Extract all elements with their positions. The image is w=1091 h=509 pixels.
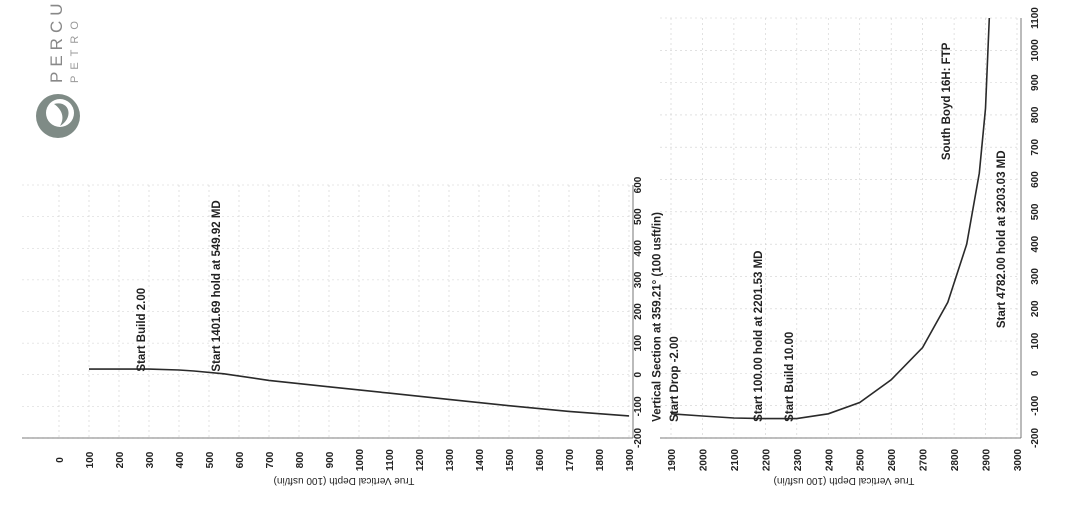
x-tick-label: 2600 [887, 448, 898, 471]
chart-panel-lower: 1900 2000 2100 2200 2300 2400 2500 2600 2700 2800… [652, 7, 1041, 486]
annotation-label: Start 4782.00 hold at 3203.03 MD [996, 150, 1008, 328]
y-tick-label: -100 [1030, 395, 1041, 415]
y-tick-label: 300 [1030, 268, 1041, 285]
annotation-label: Start Build 10.00 [784, 332, 796, 422]
y-tick-label: 0 [1030, 370, 1041, 376]
y-tick-label: 200 [1030, 300, 1041, 317]
annotation-label: Start 1401.69 hold at 549.92 MD [211, 200, 223, 371]
x-tick-label: 1000 [355, 448, 366, 471]
x-tick-label: 100 [85, 451, 96, 468]
x-tick-label: 2200 [761, 448, 772, 471]
x-tick-label: 300 [145, 451, 156, 468]
y-tick-label: 100 [1030, 332, 1041, 349]
annotation-label: Start Drop -2.00 [669, 336, 681, 422]
y-tick-label: 500 [1030, 203, 1041, 220]
x-tick-label: 400 [175, 451, 186, 468]
x-tick-label: 1200 [415, 448, 426, 471]
x-axis-label: True Vertical Depth (100 usft/in) [774, 475, 915, 486]
y-tick-label: 800 [1030, 106, 1041, 123]
x-tick-label: 1400 [475, 448, 486, 471]
x-tick-label: 1900 [625, 448, 636, 471]
y-tick-label: -200 [1030, 428, 1041, 448]
x-tick-label: 2300 [793, 448, 804, 471]
x-tick-label: 200 [115, 451, 126, 468]
y-tick-label: 700 [1030, 138, 1041, 155]
x-tick-label: 1300 [445, 448, 456, 471]
y-tick-label: 600 [633, 176, 644, 193]
annotation-label: Start Build 2.00 [136, 288, 148, 372]
x-tick-label: 800 [295, 451, 306, 468]
x-axis-label: True Vertical Depth (100 usft/in) [274, 475, 415, 486]
y-tick-label: 0 [633, 372, 644, 378]
x-tick-label: 2700 [919, 448, 930, 471]
y-tick-label: 400 [1030, 235, 1041, 252]
x-tick-label: 1100 [385, 449, 396, 471]
x-tick-label: 1600 [535, 448, 546, 471]
y-tick-label: 500 [633, 208, 644, 225]
x-tick-label: 1900 [667, 448, 678, 471]
x-tick-label: 600 [235, 451, 246, 468]
wellbore-path-line [89, 368, 630, 417]
annotation-label: Vertical Section at 359.21° (100 usft/in… [652, 212, 664, 422]
annotation-label: Start 100.00 hold at 2201.53 MD [753, 251, 765, 422]
logo-icon [36, 94, 80, 138]
logo-name: PERCU [47, 0, 66, 83]
y-tick-label: 1000 [1030, 39, 1041, 62]
y-tick-label: 400 [633, 239, 644, 256]
x-tick-label: 2500 [856, 448, 867, 471]
logo-subtitle: PETRO [69, 15, 81, 83]
x-tick-label: 2100 [730, 448, 741, 471]
y-tick-label: 1100 [1030, 7, 1041, 29]
wellbore-path-line [670, 17, 991, 420]
y-tick-label: 200 [633, 303, 644, 320]
y-tick-label: 600 [1030, 171, 1041, 188]
y-tick-label: -100 [633, 396, 644, 416]
x-tick-label: 900 [325, 451, 336, 468]
x-tick-label: 1500 [505, 448, 516, 471]
x-tick-label: 500 [205, 451, 216, 468]
y-tick-label: 900 [1030, 74, 1041, 91]
x-tick-label: 2000 [698, 448, 709, 471]
annotation-label: South Boyd 16H: FTP [941, 42, 953, 160]
company-logo: PERCU PETRO [36, 0, 81, 138]
x-tick-label: 2400 [824, 448, 835, 471]
x-tick-label: 3000 [1013, 448, 1024, 471]
x-tick-label: 1800 [595, 448, 606, 471]
x-tick-label: 2900 [982, 448, 993, 471]
y-tick-label: 100 [633, 334, 644, 351]
chart-panel-upper: 0 100 200 300 400 500 600 700 800 900 1000 1100 1200… [22, 176, 644, 486]
x-tick-label: 0 [55, 457, 66, 463]
x-tick-label: 2800 [950, 448, 961, 471]
x-tick-label: 700 [265, 451, 276, 468]
x-tick-label: 1700 [565, 448, 576, 471]
y-tick-label: -200 [633, 428, 644, 448]
y-tick-label: 300 [633, 271, 644, 288]
